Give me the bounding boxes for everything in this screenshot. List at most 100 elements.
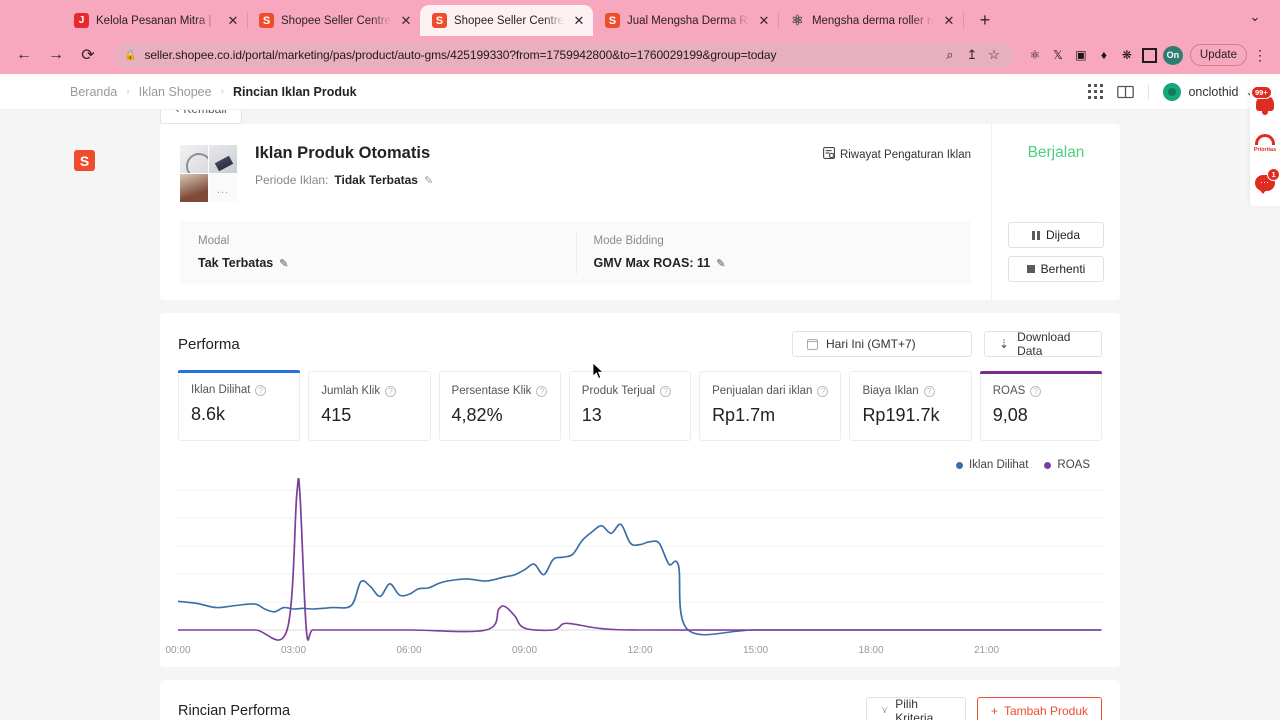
performance-chart[interactable] [178,478,1102,644]
tab-title: Shopee Seller Centre [453,14,564,27]
metric-card-jumlah-klik[interactable]: Jumlah Klik ? 415 [308,371,431,441]
notification-bell-button[interactable]: 99+ [1251,86,1278,116]
reload-icon[interactable]: ⟳ [81,47,95,64]
account-menu[interactable]: onclothid ⌄ [1163,82,1256,101]
metric-card-persentase-klik[interactable]: Persentase Klik ? 4,82% [438,371,561,441]
help-icon[interactable]: ? [660,385,672,397]
help-icon[interactable]: ? [923,385,935,397]
chevron-left-icon: ‹ [175,110,179,116]
x-tick-label: 21:00 [973,645,1000,656]
search-icon[interactable]: ⌕ [946,47,954,62]
new-tab-button[interactable]: + [979,9,991,30]
download-data-button[interactable]: ⇣ Download Data [984,330,1102,358]
breadcrumb-item-iklan-shopee[interactable]: Iklan Shopee [138,84,212,99]
chevron-double-down-icon: ⋎ [880,705,889,716]
divider [1148,83,1150,100]
metric-label: ROAS ? [993,385,1089,397]
product-thumbnails[interactable]: ... [180,145,237,202]
section-title: Rincian Performa [178,702,291,719]
notification-badge: 99+ [1251,86,1272,99]
edit-pencil-icon[interactable]: ✎ [423,174,434,187]
date-range-selector[interactable]: Hari Ini (GMT+7) [792,331,972,357]
site-header: Beranda › Iklan Shopee › Rincian Iklan P… [0,74,1280,110]
close-icon[interactable]: ✕ [400,12,412,28]
puzzle-icon[interactable]: ❋ [1121,48,1132,62]
help-icon[interactable]: ? [385,385,397,397]
stop-icon [1026,265,1035,273]
metric-card-biaya-iklan[interactable]: Biaya Iklan ? Rp191.7k [849,371,972,441]
x-tick-label: 12:00 [627,645,653,656]
sidebar-icon[interactable] [1140,45,1160,65]
floating-widget-rail: 99+ Prioritas ⋯ 1 [1250,80,1280,206]
chat-badge: 1 [1267,168,1280,181]
ad-settings-history-link[interactable]: Riwayat Pengaturan Iklan [822,142,971,162]
help-icon[interactable]: ? [817,385,829,397]
chart-legend: Iklan Dilihat ROAS [178,459,1102,471]
chart-line-roas [178,478,1102,641]
priority-support-button[interactable]: Prioritas [1252,130,1278,156]
edit-pencil-icon[interactable]: ✎ [279,257,289,270]
chat-button[interactable]: ⋯ 1 [1252,168,1280,196]
metric-card-roas[interactable]: ROAS ? 9,08 [979,371,1103,441]
help-icon[interactable]: ? [255,384,267,396]
back-nav-icon[interactable]: ← [16,46,32,63]
help-icon[interactable]: ? [536,385,548,397]
add-product-button[interactable]: + Tambah Produk [976,697,1102,720]
help-icon[interactable]: ? [1030,385,1042,397]
browser-tab[interactable]: S Jual Mengsha Derma Roller 540 ✕ [593,5,779,36]
legend-label: ROAS [1057,459,1090,471]
metric-card-produk-terjual[interactable]: Produk Terjual ? 13 [568,371,692,441]
browser-tab-active[interactable]: S Shopee Seller Centre ✕ [419,5,593,36]
jakmall-icon: J [74,13,89,28]
book-icon[interactable] [1117,85,1135,99]
update-button[interactable]: Update [1189,44,1247,66]
close-icon[interactable]: ✕ [758,12,770,28]
share-icon[interactable]: ↥ [966,47,978,62]
metric-card-penjualan-dari-iklan[interactable]: Penjualan dari iklan ? Rp1.7m [699,371,842,441]
browser-menu-icon[interactable]: ⋮ [1253,46,1267,63]
tab-strip: J Kelola Pesanan Mitra | Jakmall ✕ S Sho… [0,0,1280,36]
pause-button[interactable]: Dijeda [1008,222,1104,248]
tab-list-chevron-icon[interactable]: ⌄ [1249,9,1261,24]
status-buttons: Dijeda Berhenti [1008,222,1104,282]
select-criteria-button[interactable]: ⋎ Pilih Kriteria [865,697,966,720]
browser-tab[interactable]: J Kelola Pesanan Mitra | Jakmall ✕ [62,5,248,36]
breadcrumb-item-current: Rincian Iklan Produk [232,84,357,99]
info-value: GMV Max ROAS: 11 ✎ [594,256,954,270]
stop-button[interactable]: Berhenti [1008,256,1104,282]
color-picker-icon[interactable]: ♦ [1100,48,1107,62]
breadcrumb-item-beranda[interactable]: Beranda [70,84,118,99]
avatar[interactable]: On [1162,45,1183,65]
page-content: ‹ Kembali ... Iklan Produk Otomatis [0,110,1280,720]
close-icon[interactable]: ✕ [943,12,955,28]
status-badge: Berjalan [1027,144,1085,161]
screenshot-icon[interactable]: ▣ [1075,48,1087,62]
legend-item-roas[interactable]: ROAS [1044,459,1090,471]
back-button-label: Kembali [183,110,226,116]
address-bar[interactable]: 🔒 seller.shopee.co.id/portal/marketing/p… [114,42,1015,68]
metric-value: 13 [581,405,602,425]
metric-card-iklan-dilihat[interactable]: Iklan Dilihat ? 8.6k [178,370,301,441]
performance-card: Performa Hari Ini (GMT+7) ⇣ Download Dat… [160,313,1120,667]
edit-pencil-icon[interactable]: ✎ [716,257,726,270]
calendar-icon [806,338,819,350]
browser-tab[interactable]: ⚛ Mengsha derma roller review ✕ [778,5,964,36]
chart-x-axis: 00:00 03:00 06:00 09:00 12:00 15:00 18:00 21:00 [165,645,1102,659]
forward-nav-icon[interactable]: → [48,46,64,63]
ad-summary-main: ... Iklan Produk Otomatis Periode Iklan:… [160,124,991,300]
x-icon[interactable]: 𝕏 [1053,48,1063,62]
info-label: Modal [198,235,230,247]
performance-actions: Hari Ini (GMT+7) ⇣ Download Data [792,330,1102,358]
bookmark-star-icon[interactable]: ☆ [988,47,1000,62]
close-icon[interactable]: ✕ [573,12,585,28]
grid-apps-icon[interactable] [1088,84,1104,99]
legend-item-iklan-dilihat[interactable]: Iklan Dilihat [955,459,1028,471]
browser-tab[interactable]: S Shopee Seller Centre ✕ [247,5,421,36]
grammarly-icon[interactable]: ⚛ [1029,48,1041,62]
metric-label: Iklan Dilihat ? [191,384,287,396]
metric-value: Rp191.7k [862,405,940,425]
shopee-logo[interactable]: S [74,150,95,171]
close-icon[interactable]: ✕ [227,12,239,28]
x-tick-label: 09:00 [511,645,538,656]
back-button[interactable]: ‹ Kembali [160,110,242,124]
